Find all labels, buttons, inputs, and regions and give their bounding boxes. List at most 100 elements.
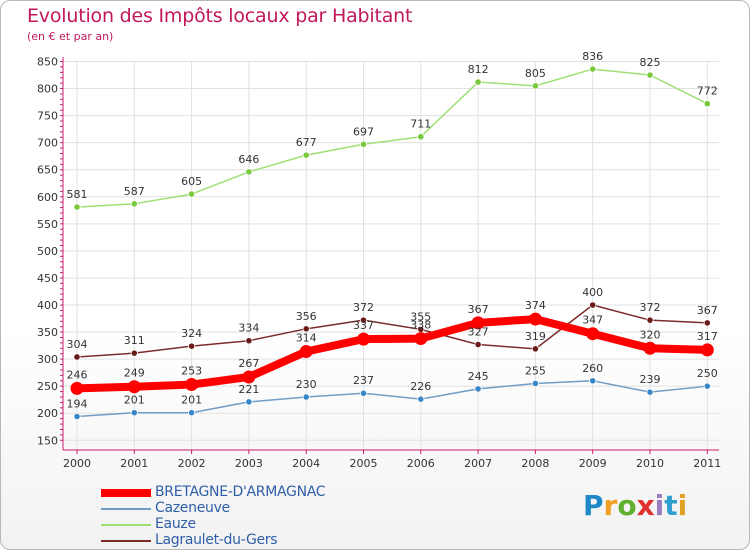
y-tick-label: 550	[37, 218, 58, 231]
y-tick-label: 400	[37, 299, 58, 312]
logo-letter: P	[583, 489, 604, 522]
data-point-lagraulet-du-gers	[73, 353, 81, 361]
data-point-lagraulet-du-gers	[359, 316, 368, 324]
data-label-eauze: 836	[582, 50, 603, 63]
data-label-lagraulet-du-gers: 356	[296, 310, 317, 323]
data-label-bretagne-d-armagnac: 367	[468, 303, 489, 316]
data-label-lagraulet-du-gers: 372	[353, 301, 374, 314]
chart-title: Evolution des Impôts locaux par Habitant	[27, 5, 413, 27]
data-point-bretagne-d-armagnac	[70, 381, 84, 395]
data-point-bretagne-d-armagnac	[299, 345, 313, 359]
data-label-eauze: 711	[410, 118, 431, 131]
data-labels: 246 249 253 267 314 337 338 367 374 347 320 317 194 2…	[67, 50, 718, 410]
data-label-lagraulet-du-gers: 324	[181, 327, 202, 340]
grid	[63, 61, 719, 450]
logo-letter: i	[677, 489, 688, 522]
data-point-eauze	[703, 100, 711, 108]
x-tick-label: 2004	[292, 457, 320, 470]
y-tick-label: 850	[37, 56, 58, 69]
data-label-cazeneuve: 230	[296, 378, 317, 391]
logo-letter: x	[636, 489, 655, 522]
data-point-eauze	[589, 65, 597, 73]
data-point-cazeneuve	[73, 412, 81, 421]
data-label-bretagne-d-armagnac: 267	[238, 357, 259, 370]
data-point-cazeneuve	[646, 388, 654, 396]
series-line-lagraulet-du-gers	[76, 304, 709, 358]
y-tick-label: 650	[37, 164, 58, 177]
data-point-lagraulet-du-gers	[531, 345, 540, 353]
data-point-eauze	[417, 133, 425, 141]
data-point-eauze	[474, 78, 482, 86]
data-label-cazeneuve: 201	[124, 394, 145, 407]
legend-swatch-bretagne	[101, 489, 151, 497]
data-point-bretagne-d-armagnac	[242, 370, 256, 384]
legend-label-eauze: Eauze	[155, 516, 196, 532]
y-tick-label: 700	[37, 137, 58, 150]
logo-letter: r	[603, 489, 618, 522]
logo-letter: i	[654, 489, 665, 522]
data-label-eauze: 772	[697, 85, 718, 98]
data-point-lagraulet-du-gers	[188, 342, 196, 350]
y-tick-label: 300	[37, 353, 58, 366]
data-label-eauze: 605	[181, 175, 202, 188]
data-label-bretagne-d-armagnac: 374	[525, 299, 546, 312]
data-point-cazeneuve	[302, 393, 310, 401]
legend-label-lagraulet: Lagraulet-du-Gers	[155, 532, 278, 548]
data-label-bretagne-d-armagnac: 320	[640, 328, 661, 341]
data-point-cazeneuve	[245, 398, 253, 406]
data-point-eauze	[130, 200, 138, 208]
data-label-lagraulet-du-gers: 319	[525, 330, 546, 343]
data-point-cazeneuve	[589, 377, 597, 385]
x-tick-label: 2005	[350, 457, 378, 470]
x-tick-label: 2011	[693, 457, 721, 470]
data-point-cazeneuve	[417, 395, 425, 403]
data-label-bretagne-d-armagnac: 253	[181, 365, 202, 378]
y-tick-label: 750	[37, 110, 58, 123]
y-tick-label: 600	[37, 191, 58, 204]
y-tick-label: 500	[37, 245, 58, 258]
data-label-cazeneuve: 201	[181, 394, 202, 407]
data-label-lagraulet-du-gers: 372	[640, 301, 661, 314]
data-point-lagraulet-du-gers	[646, 316, 654, 324]
data-label-eauze: 697	[353, 125, 374, 138]
x-tick-label: 2010	[636, 457, 664, 470]
data-point-cazeneuve	[359, 389, 368, 397]
data-label-lagraulet-du-gers: 367	[697, 304, 718, 317]
x-tick-label: 2002	[178, 457, 206, 470]
data-label-cazeneuve: 245	[468, 370, 489, 383]
x-tick-label: 2003	[235, 457, 263, 470]
data-label-bretagne-d-armagnac: 338	[410, 319, 431, 332]
data-point-lagraulet-du-gers	[245, 337, 253, 345]
data-label-bretagne-d-armagnac: 246	[67, 368, 88, 381]
data-point-lagraulet-du-gers	[703, 319, 711, 327]
x-tick-label: 2001	[120, 457, 148, 470]
data-point-lagraulet-du-gers	[589, 301, 597, 309]
legend-swatch-eauze	[101, 524, 151, 526]
data-point-eauze	[302, 151, 310, 159]
data-label-cazeneuve: 221	[238, 383, 259, 396]
data-label-bretagne-d-armagnac: 337	[353, 319, 374, 332]
data-label-eauze: 581	[67, 188, 88, 201]
series-lines	[70, 65, 714, 421]
data-label-bretagne-d-armagnac: 317	[697, 330, 718, 343]
data-point-bretagne-d-armagnac	[586, 327, 600, 341]
data-label-eauze: 677	[296, 136, 317, 149]
chart-subtitle: (en € et par an)	[27, 30, 114, 43]
series-line-eauze	[76, 68, 709, 208]
y-tick-label: 350	[37, 326, 58, 339]
y-tick-label: 450	[37, 272, 58, 285]
data-point-bretagne-d-armagnac	[185, 378, 199, 392]
data-label-eauze: 812	[468, 63, 489, 76]
data-label-lagraulet-du-gers: 400	[582, 286, 603, 299]
data-label-lagraulet-du-gers: 304	[67, 338, 88, 351]
legend-swatch-lagraulet	[101, 540, 151, 542]
data-point-cazeneuve	[474, 385, 482, 393]
data-point-cazeneuve	[531, 379, 540, 388]
data-label-eauze: 646	[238, 153, 259, 166]
data-label-eauze: 587	[124, 185, 145, 198]
data-point-bretagne-d-armagnac	[643, 341, 657, 355]
data-label-bretagne-d-armagnac: 249	[124, 367, 145, 380]
data-label-lagraulet-du-gers: 327	[468, 326, 489, 339]
